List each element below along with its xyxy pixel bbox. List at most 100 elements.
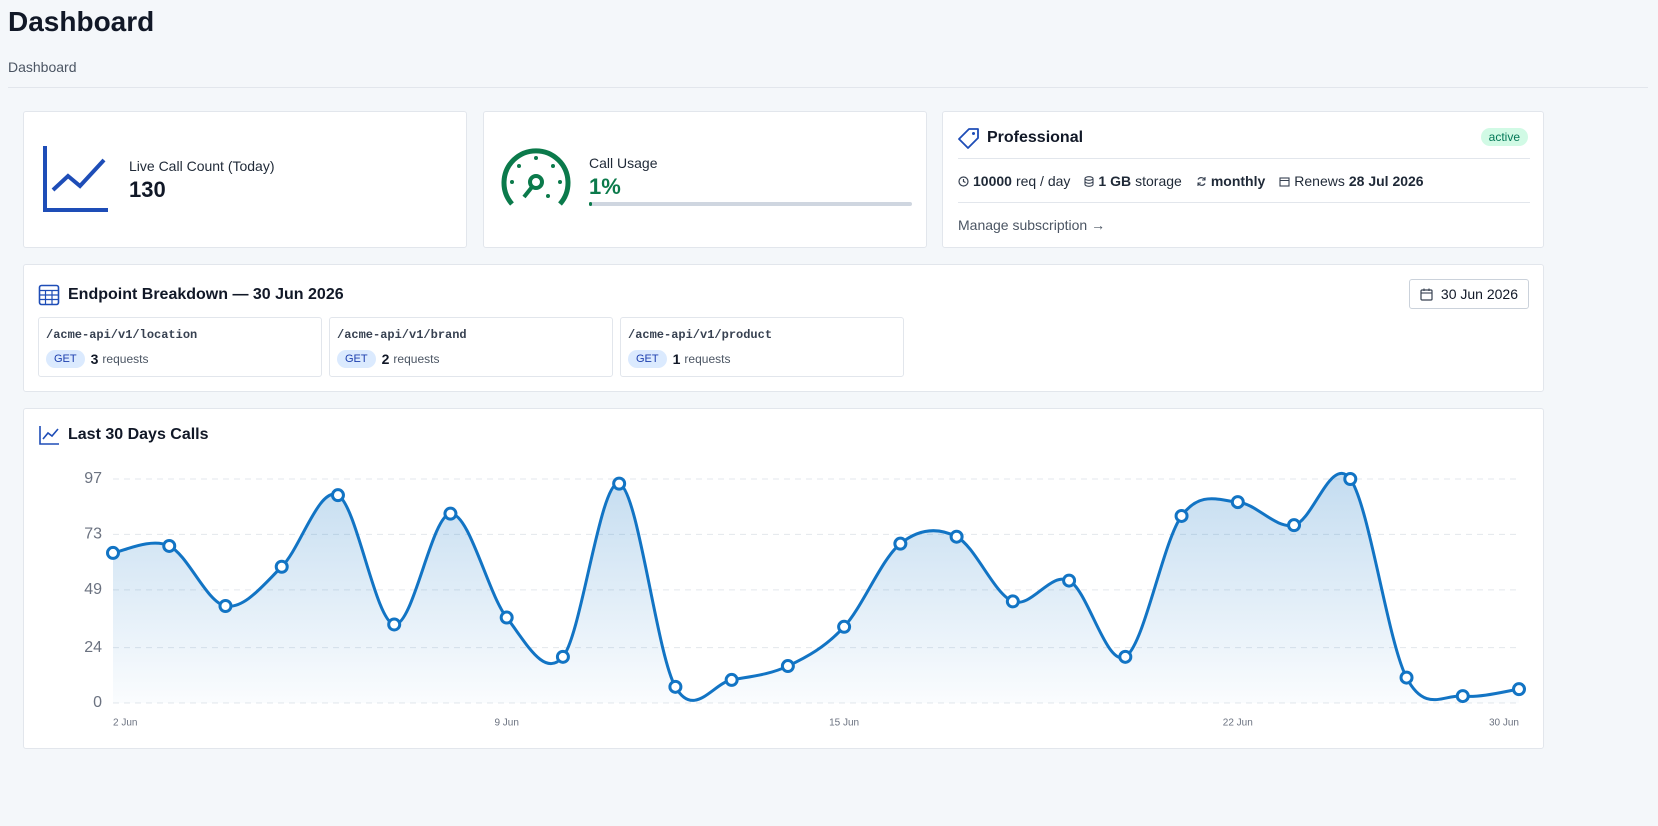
- manage-link[interactable]: Manage subscription →: [958, 217, 1106, 233]
- point: [612, 476, 627, 491]
- date-text: 30 Jun 2026: [1440, 286, 1518, 302]
- chart: Last 30 Days Calls 0 24 49 73 97 2 Jun 9 Jun 15…: [39, 426, 1526, 729]
- feature-text: storage: [1135, 173, 1182, 189]
- gauge-icon: [501, 148, 571, 206]
- endpoint-path: /acme-api/v1/location: [46, 328, 198, 342]
- plan-name: Professional: [987, 129, 1084, 146]
- chart-icon: [43, 146, 108, 212]
- point: [330, 488, 345, 503]
- y-tick-label: 73: [84, 526, 102, 543]
- endpoint-panel: Endpoint Breakdown — 30 Jun 2026 30 Jun …: [23, 264, 1544, 392]
- point: [274, 559, 289, 574]
- refresh-icon: [1197, 176, 1206, 186]
- point: [780, 659, 795, 674]
- point: [555, 649, 570, 664]
- progress-fill: [589, 202, 593, 206]
- point: [1287, 518, 1302, 533]
- request-unit: requests: [684, 352, 731, 366]
- panel-title: Endpoint Breakdown — 30 Jun 2026: [68, 286, 344, 303]
- card-value: 1%: [589, 174, 621, 199]
- point: [387, 617, 402, 632]
- plan-features: 10000 req / day 1 GB storage monthly Renew…: [958, 173, 1438, 189]
- point: [162, 538, 177, 553]
- request-count: 2: [381, 351, 390, 367]
- card-label: Live Call Count (Today): [129, 158, 275, 174]
- divider: [8, 87, 1648, 88]
- card-label: Call Usage: [589, 155, 658, 171]
- feature-text: Renews: [1294, 173, 1345, 189]
- db-icon: [1084, 175, 1094, 187]
- endpoint-path: /acme-api/v1/brand: [337, 328, 467, 342]
- request-unit: requests: [102, 352, 149, 366]
- point: [1455, 689, 1470, 704]
- feature-value: 1 GB: [1098, 173, 1132, 189]
- card-value: 130: [129, 177, 166, 202]
- x-tick-label: 15 Jun: [829, 718, 859, 729]
- clock-icon: [958, 175, 969, 187]
- page-title: Dashboard: [8, 6, 155, 37]
- y-tick-label: 24: [84, 639, 102, 656]
- y-tick-label: 49: [84, 581, 102, 598]
- feature-value: monthly: [1210, 173, 1266, 189]
- request-count: 3: [90, 351, 99, 367]
- x-tick-label: 30 Jun: [1489, 718, 1519, 729]
- endpoint-row: GET 1 requests: [628, 350, 730, 368]
- point: [1230, 495, 1245, 510]
- live-calls-card: Live Call Count (Today) 130: [23, 111, 467, 248]
- endpoint-row: GET 2 requests: [337, 350, 439, 368]
- point: [106, 545, 120, 560]
- area: [113, 473, 1519, 703]
- call-usage-card: Call Usage 1%: [483, 111, 927, 248]
- method-badge: GET: [628, 350, 667, 368]
- point: [1343, 472, 1358, 486]
- point: [1399, 670, 1414, 685]
- endpoint-row: GET 3 requests: [46, 350, 148, 368]
- status-badge: active: [1480, 128, 1528, 146]
- endpoint-card: /acme-api/v1/brand GET 2 requests: [329, 317, 613, 377]
- progress-track: [589, 202, 912, 206]
- plan-card: Professional active 10000 req / day 1 GB s…: [942, 111, 1544, 248]
- divider: [958, 202, 1530, 203]
- point: [1062, 573, 1077, 588]
- point: [893, 536, 908, 551]
- x-tick-label: 2 Jun: [113, 718, 137, 729]
- point: [949, 529, 964, 544]
- point: [837, 619, 852, 634]
- feature: 1 GB storage: [1084, 173, 1182, 189]
- breadcrumb[interactable]: Dashboard: [8, 59, 77, 75]
- point: [443, 506, 458, 521]
- feature: Renews 28 Jul 2026: [1279, 173, 1424, 189]
- point: [1005, 594, 1020, 609]
- feature-text: req / day: [1015, 173, 1071, 189]
- point: [1174, 508, 1189, 523]
- divider: [958, 158, 1530, 159]
- point: [499, 610, 514, 625]
- table-icon: [38, 284, 60, 306]
- feature-value: 28 Jul 2026: [1348, 173, 1424, 189]
- point: [668, 679, 683, 694]
- endpoint-card: /acme-api/v1/location GET 3 requests: [38, 317, 322, 377]
- point: [1118, 649, 1133, 664]
- tag-icon: [958, 128, 979, 149]
- chart-panel: Last 30 Days Calls 0 24 49 73 97 2 Jun 9 Jun 15…: [23, 408, 1544, 749]
- feature: 10000 req / day: [958, 173, 1070, 189]
- request-count: 1: [672, 351, 681, 367]
- feature: monthly: [1196, 173, 1265, 189]
- date-button[interactable]: 30 Jun 2026: [1408, 279, 1529, 309]
- x-tick-label: 22 Jun: [1223, 718, 1253, 729]
- method-badge: GET: [46, 350, 85, 368]
- chart-title: Last 30 Days Calls: [68, 426, 209, 443]
- point: [1512, 682, 1526, 697]
- endpoint-path: /acme-api/v1/product: [628, 328, 773, 342]
- point: [724, 672, 739, 687]
- x-tick-label: 9 Jun: [494, 718, 518, 729]
- calendar-icon: [1420, 288, 1433, 301]
- chart-icon: [39, 426, 59, 445]
- endpoint-card: /acme-api/v1/product GET 1 requests: [620, 317, 904, 377]
- point: [218, 599, 233, 614]
- feature-value: 10000: [973, 173, 1012, 189]
- calendar-icon: [1279, 176, 1290, 187]
- method-badge: GET: [337, 350, 376, 368]
- request-unit: requests: [393, 352, 440, 366]
